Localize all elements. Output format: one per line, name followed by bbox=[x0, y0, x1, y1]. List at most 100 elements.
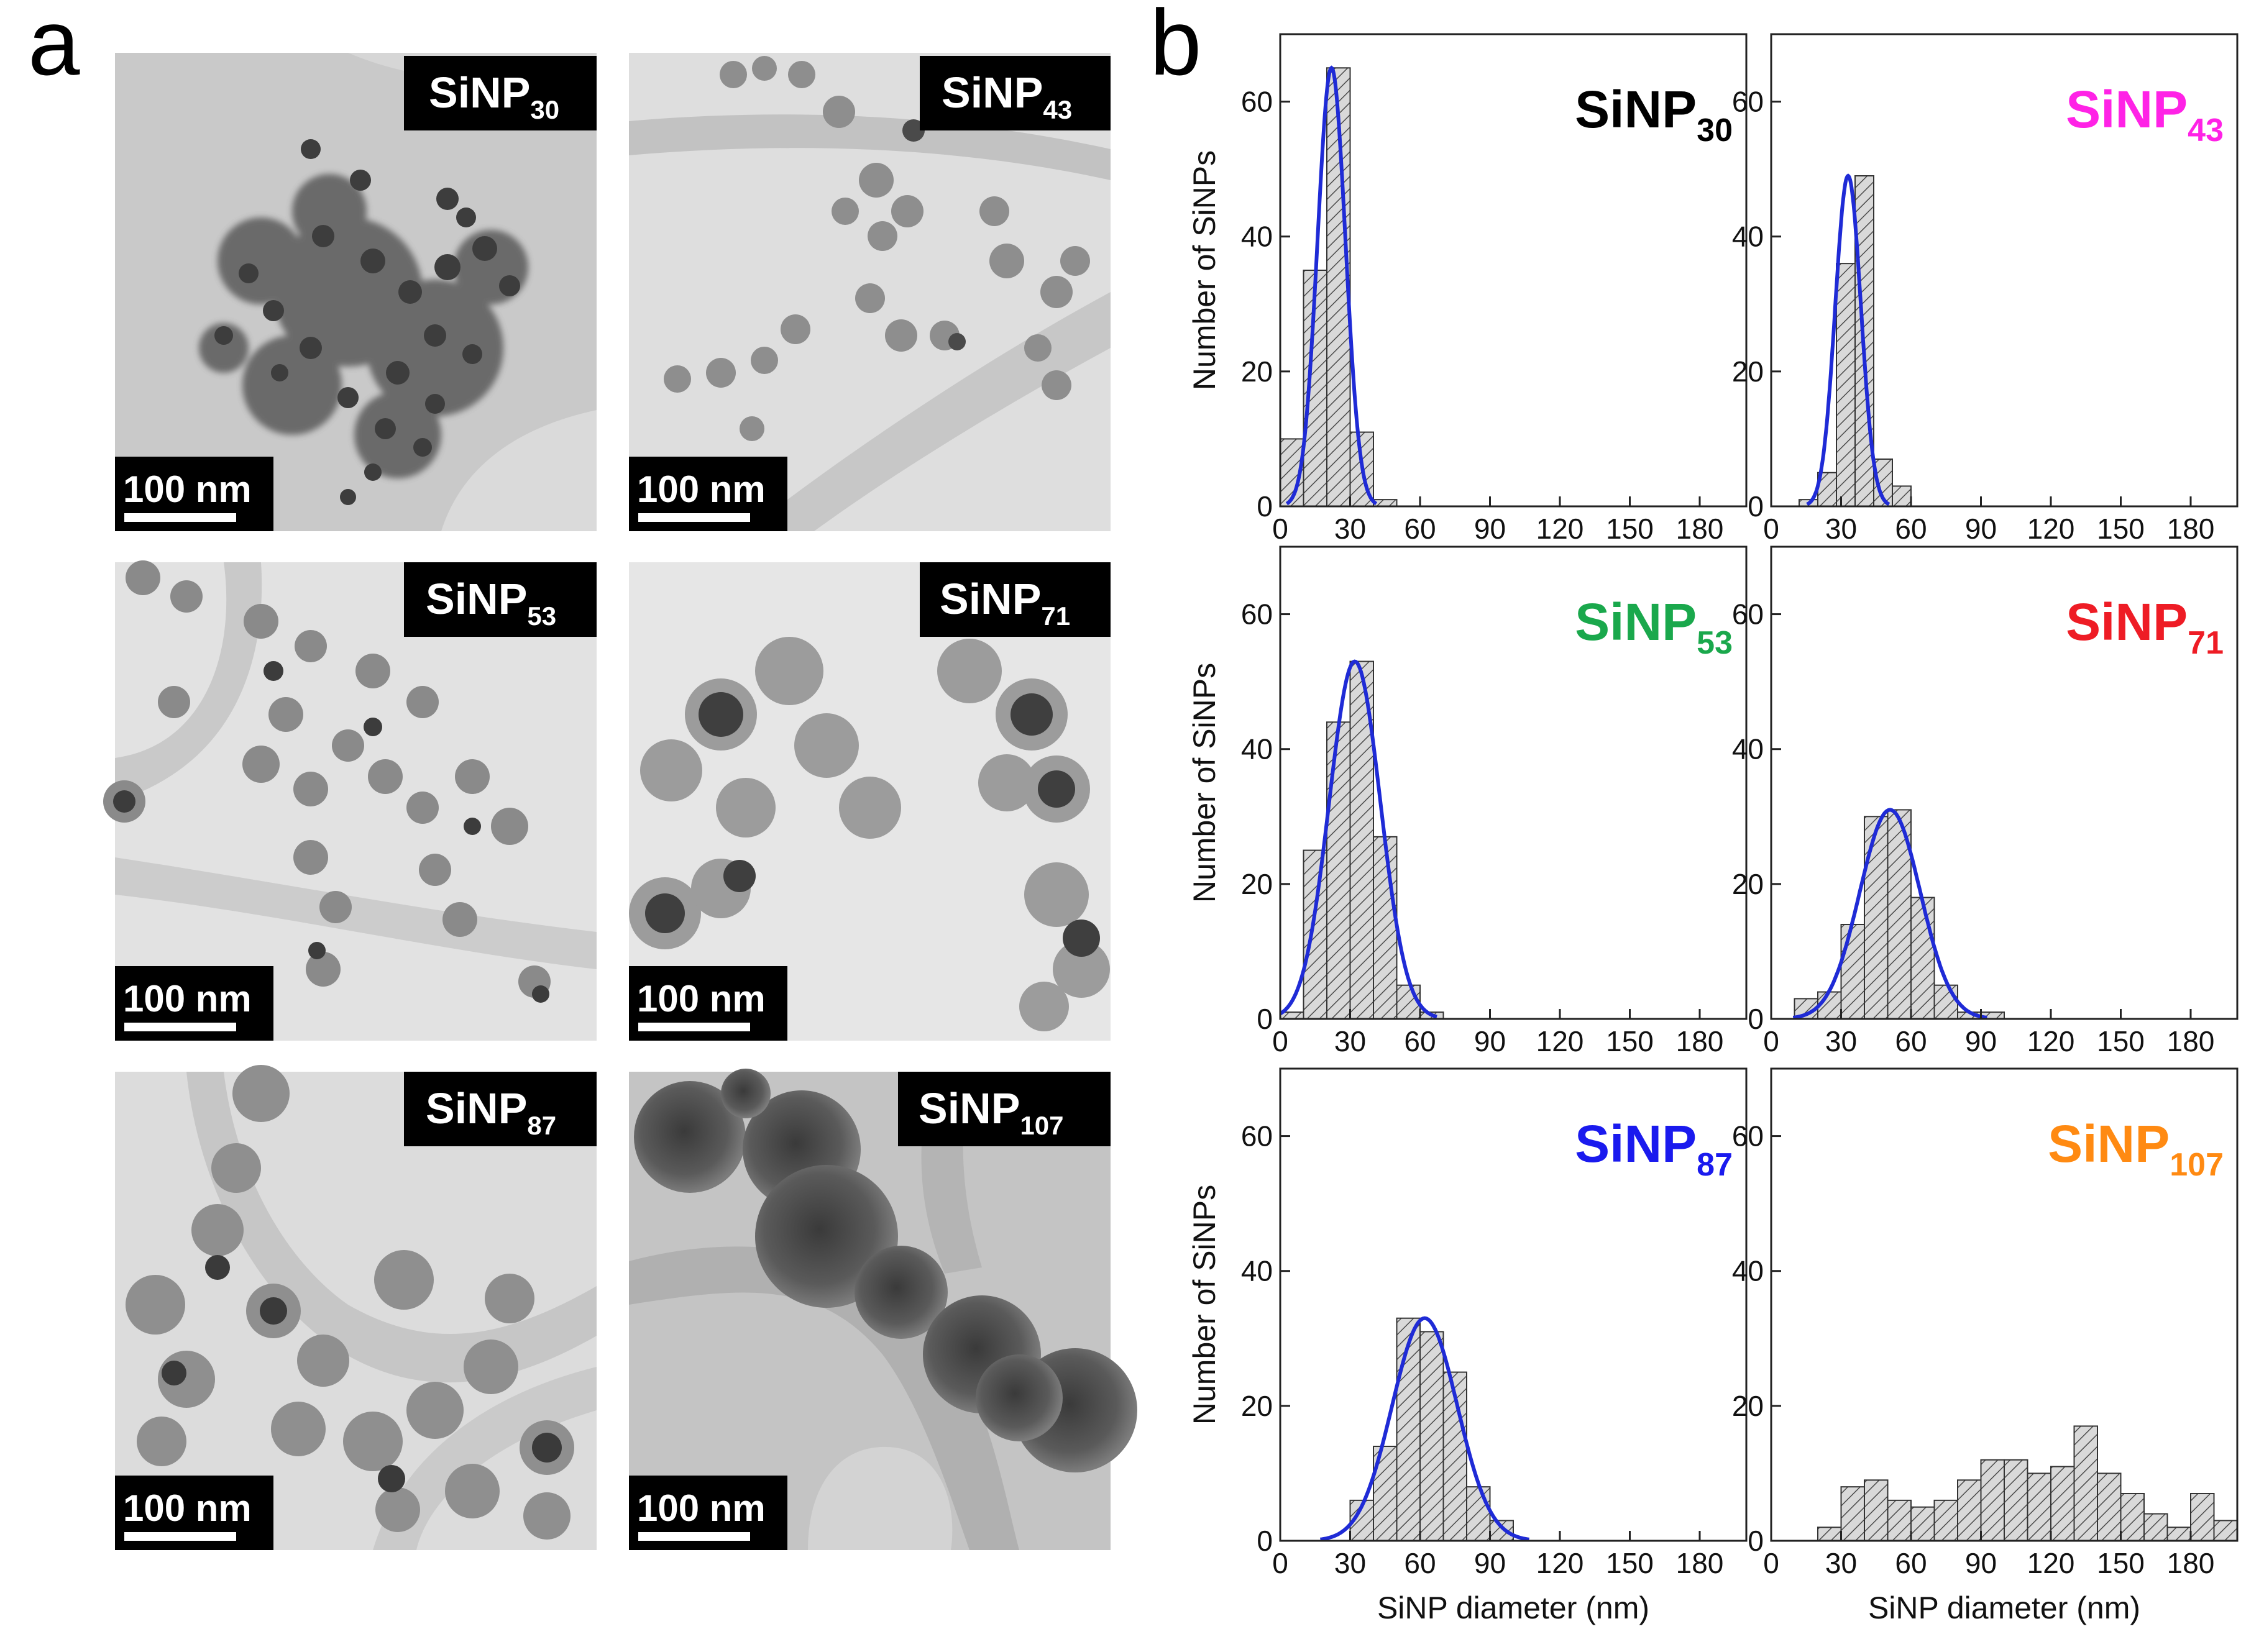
histogram-bar bbox=[1840, 924, 1865, 1020]
x-tick-label: 180 bbox=[1676, 1547, 1724, 1579]
y-tick-label: 0 bbox=[1257, 490, 1273, 523]
histogram-title: SiNP87 bbox=[1575, 1115, 1733, 1183]
plot-frame bbox=[1279, 545, 1748, 1020]
histogram-bar bbox=[2004, 1459, 2028, 1542]
svg-text:SiNP43: SiNP43 bbox=[942, 68, 1072, 124]
x-tick-label: 150 bbox=[2097, 513, 2145, 545]
histogram-title: SiNP71 bbox=[2066, 593, 2224, 661]
gaussian-fit-line bbox=[1285, 65, 1378, 506]
x-tick-label: 120 bbox=[1536, 513, 1584, 545]
scale-bar-4: 100 nm bbox=[629, 966, 787, 1041]
svg-text:100 nm: 100 nm bbox=[637, 978, 766, 1020]
scale-bar-2: 100 nm bbox=[629, 457, 787, 531]
histogram-bar bbox=[2097, 1472, 2122, 1541]
x-tick-label: 180 bbox=[1676, 1025, 1724, 1057]
x-tick-label: 180 bbox=[2167, 1547, 2215, 1579]
x-tick-label: 150 bbox=[2097, 1025, 2145, 1057]
y-tick-label: 20 bbox=[1241, 1390, 1273, 1422]
histogram-bar bbox=[1817, 1527, 1842, 1541]
tem-labels: SiNP30 SiNP43 SiNP53 SiNP71 SiNP87 SiNP1… bbox=[115, 56, 1111, 1550]
x-tick-label: 90 bbox=[1965, 513, 1997, 545]
y-tick-label: 40 bbox=[1241, 221, 1273, 253]
x-tick-label: 0 bbox=[1272, 1547, 1288, 1579]
gaussian-fit-line bbox=[1279, 659, 1437, 1019]
histogram-title: SiNP107 bbox=[2048, 1115, 2224, 1183]
y-tick-label: 60 bbox=[1732, 86, 1764, 118]
x-tick-label: 60 bbox=[1895, 1025, 1927, 1057]
panel-a-letter: a bbox=[28, 0, 80, 94]
tem-label-sinp87: SiNP87 bbox=[404, 1072, 597, 1146]
x-tick-label: 150 bbox=[1606, 1547, 1654, 1579]
x-tick-label: 90 bbox=[1474, 1547, 1506, 1579]
x-tick-label: 30 bbox=[1825, 513, 1857, 545]
tem-label-sinp53: SiNP53 bbox=[404, 562, 597, 637]
y-axis-title: Number of SiNPs bbox=[1187, 663, 1222, 903]
y-tick-label: 20 bbox=[1241, 355, 1273, 388]
x-tick-label: 120 bbox=[2027, 513, 2075, 545]
y-tick-label: 20 bbox=[1241, 868, 1273, 900]
histogram-bar bbox=[1864, 816, 1889, 1020]
histogram-bar bbox=[1980, 1459, 2005, 1542]
svg-text:100 nm: 100 nm bbox=[123, 1487, 252, 1529]
histogram-bar bbox=[2190, 1493, 2215, 1541]
tem-label-sinp30: SiNP30 bbox=[404, 56, 597, 130]
y-tick-label: 60 bbox=[1241, 598, 1273, 631]
scale-bar-1: 100 nm bbox=[115, 457, 273, 531]
x-axis-title: SiNP diameter (nm) bbox=[1377, 1590, 1649, 1625]
y-tick-label: 40 bbox=[1241, 733, 1273, 765]
svg-text:100 nm: 100 nm bbox=[123, 468, 252, 510]
y-tick-label: 20 bbox=[1732, 1390, 1764, 1422]
y-tick-label: 60 bbox=[1732, 598, 1764, 631]
x-tick-label: 30 bbox=[1334, 1025, 1366, 1057]
histogram-sinp53: 0 30 60 90 120 150 180 0 20 40 60 Number of SiNPs Si… bbox=[1187, 545, 1748, 1057]
histogram-bar bbox=[1373, 499, 1398, 508]
y-tick-label: 40 bbox=[1732, 221, 1764, 253]
x-tick-label: 0 bbox=[1763, 1025, 1779, 1057]
gaussian-fit-line bbox=[1806, 173, 1890, 506]
histogram-bar bbox=[2143, 1513, 2168, 1542]
x-tick-label: 90 bbox=[1965, 1547, 1997, 1579]
histogram-sinp30: 0 30 60 90 120 150 180 0 20 40 60 Number of SiNPs Si… bbox=[1187, 33, 1748, 545]
y-axis-title: Number of SiNPs bbox=[1187, 150, 1222, 390]
x-tick-label: 60 bbox=[1895, 1547, 1927, 1579]
histogram-bar bbox=[1326, 721, 1351, 1020]
x-tick-label: 180 bbox=[2167, 513, 2215, 545]
y-tick-label: 40 bbox=[1241, 1255, 1273, 1287]
gaussian-fit-line bbox=[1320, 1316, 1529, 1541]
tem-image-sinp53 bbox=[103, 560, 597, 1041]
svg-text:SiNP30: SiNP30 bbox=[429, 68, 559, 124]
y-tick-label: 60 bbox=[1241, 86, 1273, 118]
histogram-bar bbox=[1933, 1499, 1958, 1542]
scale-bar-3: 100 nm bbox=[115, 966, 273, 1041]
x-tick-label: 30 bbox=[1334, 1547, 1366, 1579]
histogram-bar bbox=[1892, 485, 1912, 508]
y-tick-label: 0 bbox=[1748, 490, 1764, 523]
x-tick-label: 180 bbox=[2167, 1025, 2215, 1057]
plot-frame bbox=[1279, 33, 1748, 508]
histogram-bar bbox=[2027, 1472, 2051, 1541]
histogram-title: SiNP53 bbox=[1575, 593, 1733, 661]
x-tick-label: 90 bbox=[1965, 1025, 1997, 1057]
plot-frame bbox=[1770, 1067, 2239, 1542]
tem-image-sinp107 bbox=[629, 1069, 1137, 1550]
x-tick-label: 120 bbox=[1536, 1025, 1584, 1057]
histogram-bar bbox=[1489, 1520, 1514, 1541]
x-tick-label: 30 bbox=[1334, 513, 1366, 545]
histogram-bar bbox=[1419, 1331, 1444, 1541]
x-tick-label: 60 bbox=[1895, 513, 1927, 545]
x-tick-label: 90 bbox=[1474, 1025, 1506, 1057]
x-tick-label: 60 bbox=[1404, 1025, 1436, 1057]
x-tick-label: 150 bbox=[1606, 513, 1654, 545]
plot-frame bbox=[1770, 33, 2239, 508]
x-tick-label: 90 bbox=[1474, 513, 1506, 545]
histogram-bar bbox=[1840, 1486, 1865, 1541]
svg-text:SiNP107: SiNP107 bbox=[919, 1084, 1063, 1140]
tem-image-sinp43 bbox=[629, 53, 1111, 531]
tem-image-sinp87 bbox=[115, 1065, 597, 1550]
svg-text:100 nm: 100 nm bbox=[637, 468, 766, 510]
x-tick-label: 60 bbox=[1404, 513, 1436, 545]
y-tick-label: 60 bbox=[1241, 1120, 1273, 1152]
y-tick-label: 20 bbox=[1732, 868, 1764, 900]
histogram-panels: 0 30 60 90 120 150 180 0 20 40 60 Number of SiNPs Si… bbox=[1187, 33, 2239, 1625]
histogram-bar bbox=[1887, 1499, 1912, 1542]
